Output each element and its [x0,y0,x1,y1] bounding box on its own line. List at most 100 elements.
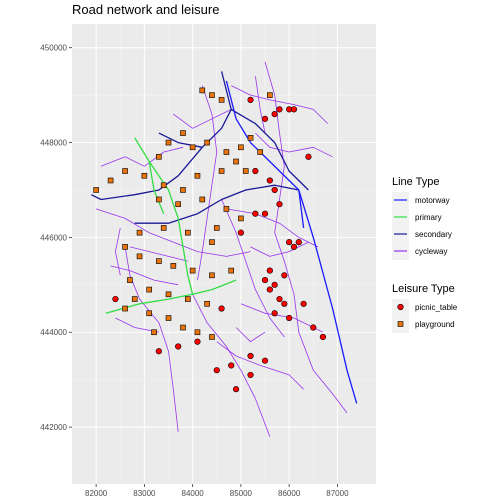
playground-point [180,325,185,330]
playground-point [219,97,224,102]
playground-point [166,140,171,145]
playground-point [156,259,161,264]
legend: Line Type motorway primary secondary cyclew… [392,176,458,333]
playground-point [209,273,214,278]
playground-point [224,150,229,155]
legend-label-motorway: motorway [415,196,450,205]
legend-label-primary: primary [415,213,442,222]
legend-label-secondary: secondary [415,230,452,239]
picnic-table-point [262,211,268,217]
picnic-table-point [262,277,268,283]
playground-point [205,301,210,306]
picnic-table-point [272,187,278,193]
playground-point [127,278,132,283]
legend-label-playground: playground [415,320,455,329]
playground-point [243,169,248,174]
picnic-table-point [233,386,239,392]
point-legend-items: picnic_table playground [392,299,458,333]
playground-point [258,150,263,155]
y-tick-label: 450000 [40,44,67,53]
x-tick-label: 87000 [326,489,349,498]
picnic-table-point [286,239,292,245]
playground-point [94,187,99,192]
playground-point [190,268,195,273]
playground-point [209,334,214,339]
playground-point [205,140,210,145]
picnic-table-point [214,367,220,373]
playground-point [200,197,205,202]
playground-point [156,154,161,159]
picnic-table-point [282,301,288,307]
playground-point [123,244,128,249]
y-tick-label: 446000 [40,233,67,242]
picnic-table-point [272,111,278,117]
picnic-table-point [238,230,244,236]
y-tick-label: 444000 [40,328,67,337]
playground-point [166,316,171,321]
playground-point [190,145,195,150]
picnic-table-point [248,353,254,359]
playground-point [152,330,157,335]
picnic-table-point [296,239,302,245]
picnic-table-point [253,211,259,217]
plot-panel [72,24,376,484]
picnic-table-point [286,315,292,321]
picnic-table-point [248,97,254,103]
playground-point [209,93,214,98]
playground-point [161,183,166,188]
playground-point [200,88,205,93]
playground-point [176,202,181,207]
playground-point [209,240,214,245]
x-tick-label: 85000 [230,489,253,498]
picnic-table-point [272,310,278,316]
playground-point [166,292,171,297]
playground-point [156,197,161,202]
legend-line-title: Line Type [392,176,440,188]
playground-point [132,297,137,302]
x-tick-label: 82000 [85,489,108,498]
playground-point [108,178,113,183]
x-tick-label: 83000 [133,489,156,498]
picnic-table-point [301,301,307,307]
picnic-table-point [156,348,162,354]
playground-point [219,169,224,174]
playground-point [180,187,185,192]
x-tick-label: 86000 [278,489,301,498]
picnic-table-point [262,116,268,122]
picnic-table-point [175,344,181,350]
picnic-table-point [277,107,283,113]
picnic-table-point [272,282,278,288]
picnic-table-point [195,339,201,345]
chart-title: Road network and leisure [72,2,219,17]
picnic-table-point [253,168,259,174]
picnic-table-point [291,244,297,250]
picnic-table-point [262,358,268,364]
playground-point [234,159,239,164]
playground-point [229,268,234,273]
playground-point [224,206,229,211]
playground-point [123,306,128,311]
playground-point [137,230,142,235]
playground-point [161,225,166,230]
playground-point [185,230,190,235]
picnic-table-point [248,372,254,378]
playground-point [248,135,253,140]
legend-key-picnic_table [398,304,404,310]
playground-point [180,131,185,136]
picnic-table-point [113,296,119,302]
playground-point [195,173,200,178]
y-tick-label: 442000 [40,423,67,432]
playground-point [147,287,152,292]
playground-point [238,216,243,221]
playground-point [137,254,142,259]
picnic-table-point [291,107,297,113]
picnic-table-point [228,363,234,369]
legend-label-cycleway: cycleway [415,247,447,256]
line-legend-items: motorway primary secondary cycleway [392,192,452,260]
legend-point-title: Leisure Type [392,283,455,295]
y-tick-label: 448000 [40,139,67,148]
playground-point [214,225,219,230]
picnic-table-point [219,306,225,312]
picnic-table-point [267,287,273,293]
